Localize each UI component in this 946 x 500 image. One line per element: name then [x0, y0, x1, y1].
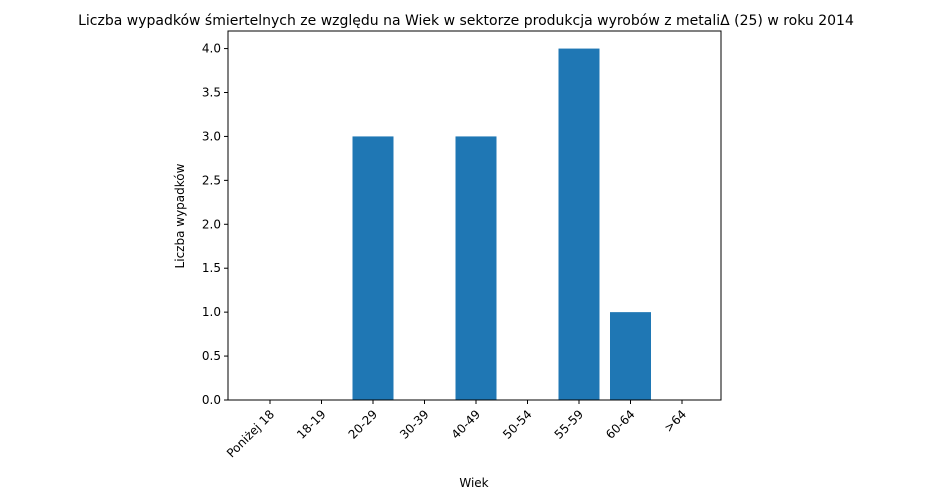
y-tick-label-7: 3.5 — [202, 86, 221, 100]
y-tick-label-5: 2.5 — [202, 173, 221, 187]
plot-frame — [227, 30, 722, 401]
x-tick-label-5: 50-54 — [500, 407, 535, 442]
bar-6 — [558, 48, 600, 400]
x-tick-label-8: >64 — [661, 407, 689, 435]
x-tick-label-0: Poniżej 18 — [224, 407, 277, 460]
x-tick-label-3: 30-39 — [397, 407, 432, 442]
y-tick-label-1: 0.5 — [202, 349, 221, 363]
y-axis: 0.0 0.5 1.0 1.5 2.0 2.5 3.0 3.5 4.0 — [202, 42, 228, 407]
y-tick-label-3: 1.5 — [202, 261, 221, 275]
chart-title: Liczba wypadków śmiertelnych ze względu … — [78, 13, 854, 29]
bar-7 — [610, 312, 651, 400]
bar-2 — [352, 136, 394, 400]
x-tick-label-4: 40-49 — [449, 407, 484, 442]
x-tick-label-1: 18-19 — [294, 407, 329, 442]
y-tick-label-0: 0.0 — [202, 393, 221, 407]
x-tick-label-2: 20-29 — [346, 407, 381, 442]
y-tick-label-2: 1.0 — [202, 305, 221, 319]
y-axis-label: Liczba wypadków — [173, 163, 187, 268]
y-tick-label-8: 4.0 — [202, 42, 221, 56]
bar-4 — [455, 136, 497, 400]
x-axis: Poniżej 18 18-19 20-29 30-39 40-49 50-54 55-59… — [224, 400, 689, 460]
x-tick-label-7: 60-64 — [603, 407, 638, 442]
bars-group — [352, 48, 651, 400]
x-axis-label: Wiek — [459, 476, 488, 490]
x-tick-label-6: 55-59 — [552, 407, 587, 442]
y-tick-label-6: 3.0 — [202, 129, 221, 143]
y-tick-label-4: 2.0 — [202, 217, 221, 231]
